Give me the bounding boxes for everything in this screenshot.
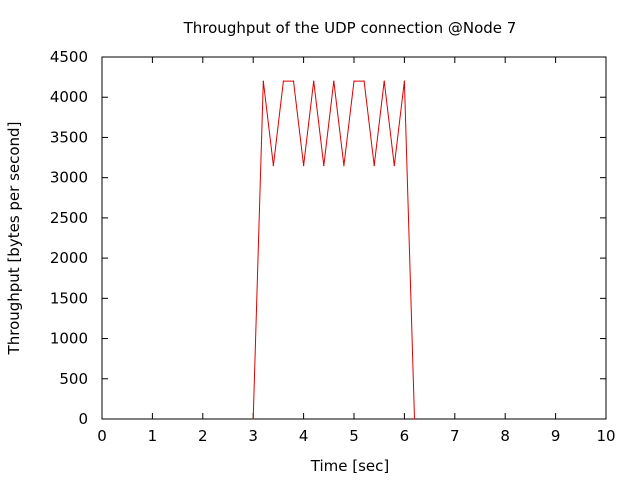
series-point	[303, 165, 305, 167]
series-point	[393, 165, 395, 167]
series-point	[313, 80, 315, 82]
series-point	[403, 80, 405, 82]
series-point	[262, 80, 264, 82]
y-tick-label: 500	[59, 370, 88, 388]
series-point	[413, 418, 416, 420]
x-tick-label: 6	[400, 427, 410, 445]
x-tick-label: 5	[349, 427, 359, 445]
series-point	[343, 165, 345, 167]
x-tick-label: 4	[299, 427, 309, 445]
series-point	[333, 80, 335, 82]
y-tick-label: 3000	[50, 169, 88, 187]
chart-title: Throughput of the UDP connection @Node 7	[183, 19, 517, 37]
y-tick-label: 4500	[50, 48, 88, 66]
x-tick-label: 1	[148, 427, 158, 445]
y-axis-label: Throughput [bytes per second]	[5, 122, 23, 356]
series-layer	[252, 80, 416, 420]
x-axis-label: Time [sec]	[310, 457, 389, 475]
x-axis: 0 1 2 3 4 5 6 7 8 9 10	[97, 57, 616, 445]
series-point	[373, 165, 375, 167]
y-axis: 0 500 1000 1500 2000 2500 3000 3500 4000 4500	[50, 48, 606, 428]
series-point	[383, 80, 385, 82]
y-tick-label: 1000	[50, 330, 88, 348]
x-tick-label: 10	[596, 427, 615, 445]
x-tick-label: 3	[248, 427, 258, 445]
y-tick-label: 0	[78, 410, 88, 428]
y-tick-label: 1500	[50, 289, 88, 307]
y-tick-label: 4000	[50, 88, 88, 106]
series-line	[252, 80, 415, 420]
x-tick-label: 9	[551, 427, 561, 445]
y-tick-label: 3500	[50, 128, 88, 146]
plot-frame	[101, 56, 607, 420]
x-tick-label: 2	[198, 427, 208, 445]
x-tick-label: 7	[450, 427, 460, 445]
y-tick-label: 2000	[50, 249, 88, 267]
series-point	[272, 165, 274, 167]
x-tick-label: 8	[500, 427, 510, 445]
series-point	[323, 165, 325, 167]
series-point	[252, 418, 254, 420]
series-point	[363, 80, 365, 82]
series-point	[282, 80, 285, 82]
series-point	[353, 80, 355, 82]
x-tick-label: 0	[97, 427, 107, 445]
y-tick-label: 2500	[50, 209, 88, 227]
series-point	[292, 80, 295, 82]
